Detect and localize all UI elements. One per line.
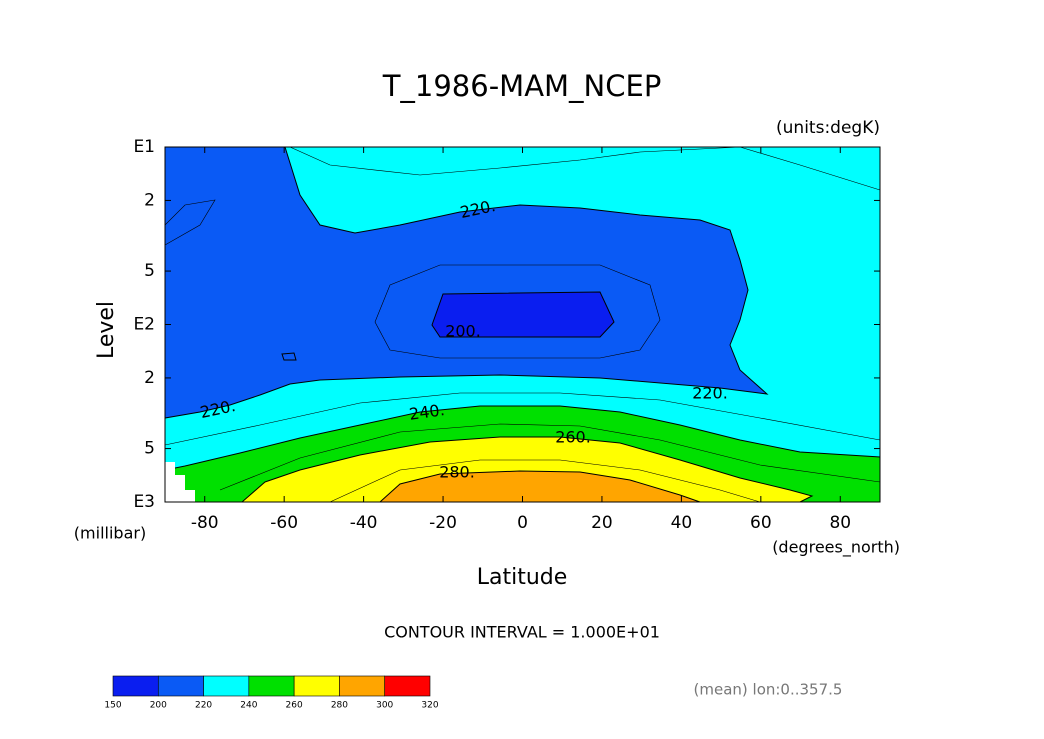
contour-region (431, 291, 615, 338)
colorbar-box (203, 675, 250, 697)
contour-label: 200. (445, 322, 481, 341)
note: (mean) lon:0..357.5 (694, 681, 843, 699)
colorbar-label: 260 (286, 701, 303, 711)
contour-label: 260. (555, 428, 591, 447)
contour-field: 220. 200. 220. 220. 240. 260. 280. (164, 146, 881, 503)
contour-line (164, 199, 216, 246)
footer: CONTOUR INTERVAL = 1.000E+01 (384, 623, 660, 642)
contour-line (164, 392, 881, 446)
contour-label: 280. (439, 463, 475, 482)
x-tick-label: -40 (350, 513, 378, 533)
missing-data (175, 475, 185, 502)
contour-region (240, 436, 814, 503)
colorbar-label: 150 (104, 701, 121, 711)
colorbar-label: 280 (331, 701, 348, 711)
units-label: (units:degK) (776, 118, 880, 138)
colorbar-box (112, 675, 159, 697)
x-tick-label: 20 (591, 513, 613, 533)
colorbar-box (293, 675, 340, 697)
y-tick-label: E3 (133, 492, 155, 512)
x-tick-label: 60 (750, 513, 772, 533)
contour-line (219, 423, 881, 491)
colorbar-label: 240 (240, 701, 257, 711)
colorbar-label: 300 (376, 701, 393, 711)
colorbar-label: 320 (421, 701, 438, 711)
x-axis-label: Latitude (477, 565, 568, 590)
y-tick-label: E1 (133, 137, 155, 157)
y-units: (millibar) (74, 524, 146, 543)
missing-data (165, 462, 175, 502)
x-tick-label: -80 (191, 513, 219, 533)
colorbar-box (248, 675, 295, 697)
y-tick-label: E2 (133, 315, 155, 335)
chart-title: T_1986-MAM_NCEP (382, 69, 662, 103)
missing-data (185, 490, 195, 502)
colorbar-box (339, 675, 386, 697)
y-tick-label: 5 (144, 439, 155, 459)
contour-label: 240. (408, 400, 446, 424)
colorbar-label: 220 (195, 701, 212, 711)
x-tick-label: -60 (270, 513, 298, 533)
contour-line (289, 146, 881, 191)
contour-region (281, 352, 297, 361)
contour-region (164, 146, 769, 419)
x-tick-label: 80 (829, 513, 851, 533)
y-axis-label: Level (94, 301, 119, 359)
contour-line (374, 264, 661, 359)
colorbar-box (157, 675, 204, 697)
contour-region (378, 470, 701, 503)
y-tick-label: 5 (144, 261, 155, 281)
x-tick-label: 40 (671, 513, 693, 533)
y-tick-label: 2 (144, 190, 155, 210)
y-tick-label: 2 (144, 368, 155, 388)
contour-label: 220. (692, 384, 728, 403)
colorbar-box (384, 675, 431, 697)
x-units: (degrees_north) (772, 538, 900, 558)
x-tick-label: -20 (429, 513, 457, 533)
contour-line (329, 459, 761, 503)
colorbar-label: 200 (150, 701, 167, 711)
x-tick-label: 0 (517, 513, 528, 533)
